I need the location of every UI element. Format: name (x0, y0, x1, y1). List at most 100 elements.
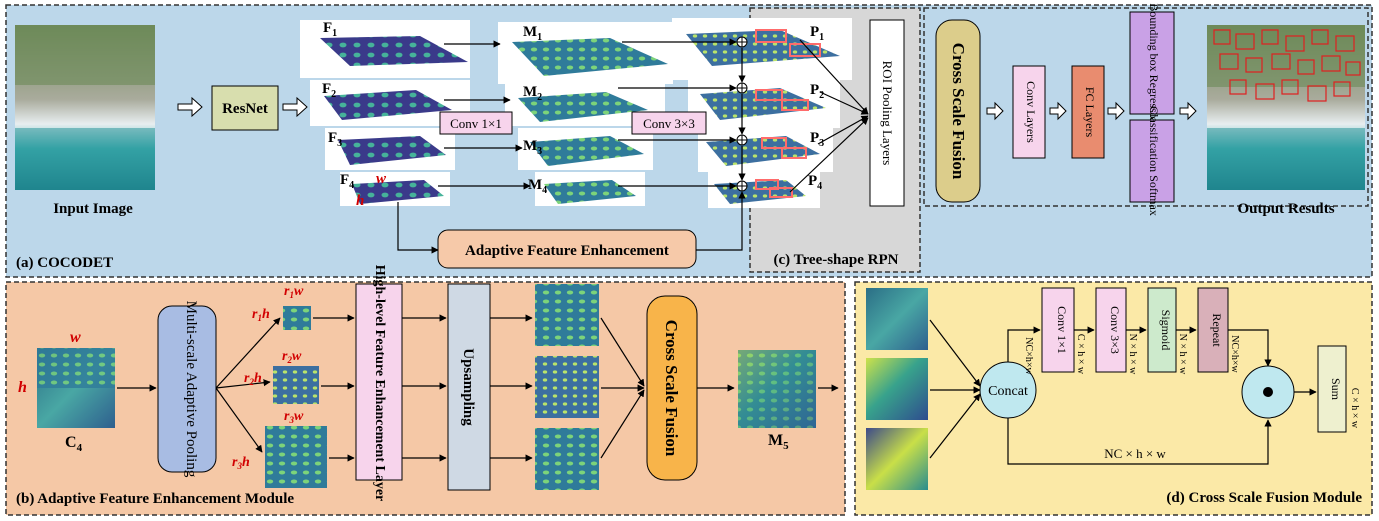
c4-feature-map (37, 348, 115, 428)
input-image (15, 25, 155, 190)
r1h-label: r1h (252, 307, 270, 323)
d-conv1x1-box (1041, 287, 1075, 373)
pooling-arrows (215, 317, 281, 453)
input-map-2 (866, 358, 928, 420)
d-conv3x3-label: Conv 3×3 (1108, 306, 1122, 354)
detection-boxes (1213, 29, 1361, 102)
classification-label: Classification Softmax (1147, 106, 1161, 216)
feature-map-f4 (340, 172, 450, 206)
conv-layers-label: Conv Layers (1024, 81, 1038, 143)
m5-label: M5 (768, 432, 789, 452)
panel-b-background (5, 281, 846, 516)
f2-label: F2 (322, 81, 336, 100)
feature-map-f1 (300, 20, 470, 78)
conv3x3-label: Conv 3×3 (643, 116, 695, 131)
sigmoid-label: Sigmoid (1159, 310, 1173, 351)
panel-a-caption: (a) COCODET (16, 255, 113, 271)
r3h-label: r3h (232, 455, 250, 471)
panel-d-caption: (d) Cross Scale Fusion Module (1166, 490, 1362, 506)
dim-conv3-out: N × h × w (1127, 334, 1138, 376)
feature-map-p1 (672, 18, 852, 80)
pooled-map-r3 (265, 426, 327, 488)
r3w-label: r3w (284, 409, 304, 425)
afe-box (437, 229, 697, 269)
afe-loop-arrow (397, 202, 439, 254)
resnet-label: ResNet (222, 101, 268, 117)
upsampled-map-1 (535, 284, 599, 346)
sum-box (1317, 345, 1347, 433)
afe-label: Adaptive Feature Enhancement (465, 243, 669, 259)
p1-label: P1 (810, 24, 824, 43)
r2w-label: r2w (282, 349, 302, 365)
upsampled-map-3 (535, 428, 599, 490)
concat-label: Concat (988, 384, 1028, 399)
dim-sum-out: C × h × w (1349, 388, 1360, 429)
hollow-arrow (986, 101, 1004, 121)
p4-label: P4 (808, 173, 822, 192)
to-hl-arrows (313, 314, 355, 462)
f4-label: F4 (340, 172, 354, 191)
hollow-arrow (1179, 101, 1197, 121)
c4-label: C4 (65, 434, 83, 454)
multiply-dot (1263, 387, 1273, 397)
repeat-box (1197, 287, 1229, 373)
m5-feature-map (738, 350, 816, 428)
csf-label-a: Cross Scale Fusion (949, 43, 968, 180)
input-image-label: Input Image (53, 201, 133, 217)
csf-box-a (935, 19, 981, 203)
d-conv3x3-box (1095, 287, 1127, 373)
conv1x1-label: Conv 1×1 (450, 116, 502, 131)
sigmoid-box (1147, 287, 1177, 373)
w-label-a: w (376, 171, 387, 187)
dim-conv1-out: C × h × w (1075, 334, 1086, 375)
pooled-map-r1 (283, 306, 311, 330)
afe-out-line (696, 230, 743, 251)
hollow-arrow (177, 96, 203, 118)
d-conv1x1-label: Conv 1×1 (1055, 306, 1069, 354)
to-ups-arrows (402, 314, 447, 462)
output-image-label: Output Results (1237, 201, 1334, 217)
hollow-arrow (282, 96, 308, 118)
csf-label-b: Cross Scale Fusion (662, 320, 681, 457)
resnet-box (211, 85, 279, 131)
conv1x1-box (439, 111, 513, 135)
roi-pooling-box (869, 19, 905, 207)
r1w-label: r1w (284, 284, 304, 300)
upsampling-box (447, 283, 491, 491)
dim-bottom-label: NC × h × w (1104, 446, 1166, 461)
sum-label: Sum (1329, 378, 1343, 401)
roi-arrows (789, 39, 869, 193)
conv-layers-box (1012, 65, 1046, 159)
repeat-label: Repeat (1210, 313, 1224, 347)
fc-layers-label: FC Layers (1083, 87, 1097, 138)
bbox-regressor-box (1129, 11, 1175, 115)
f1-label: F1 (323, 20, 337, 39)
high-level-layer-box (355, 283, 403, 481)
anchor-boxes (755, 29, 821, 198)
dim-concat-out: NC×h×w (1023, 337, 1034, 375)
high-level-layer-label: High-level Feature Enhancement Layer (372, 265, 387, 502)
r2h-label: r2h (244, 371, 262, 387)
w-label-b: w (70, 329, 81, 346)
feature-map-m4 (535, 172, 645, 206)
feature-map-p2 (688, 78, 840, 128)
p3-label: P3 (810, 130, 824, 149)
to-concat-arrows (929, 319, 981, 459)
bbox-regressor-label: Bounding box Regressor (1147, 3, 1161, 122)
hollow-arrow (1049, 101, 1067, 121)
d-flow-lines (1007, 326, 1317, 465)
input-map-3 (866, 428, 928, 490)
hollow-arrow (1107, 101, 1125, 121)
conv3x3-box (631, 111, 707, 135)
m1-label: M1 (523, 24, 542, 43)
to-csf-arrows (600, 317, 645, 459)
fc-layers-box (1071, 65, 1105, 159)
panel-c-caption: (c) Tree-shape RPN (774, 252, 899, 268)
pyramid-arrows (438, 38, 746, 230)
m4-label: M4 (528, 177, 547, 196)
h-label-a: h (356, 193, 364, 209)
pooling-label: Multi-scale Adaptive Pooling (183, 301, 199, 478)
add-node-crosses (737, 37, 747, 191)
to-upmap-arrows (490, 314, 533, 462)
